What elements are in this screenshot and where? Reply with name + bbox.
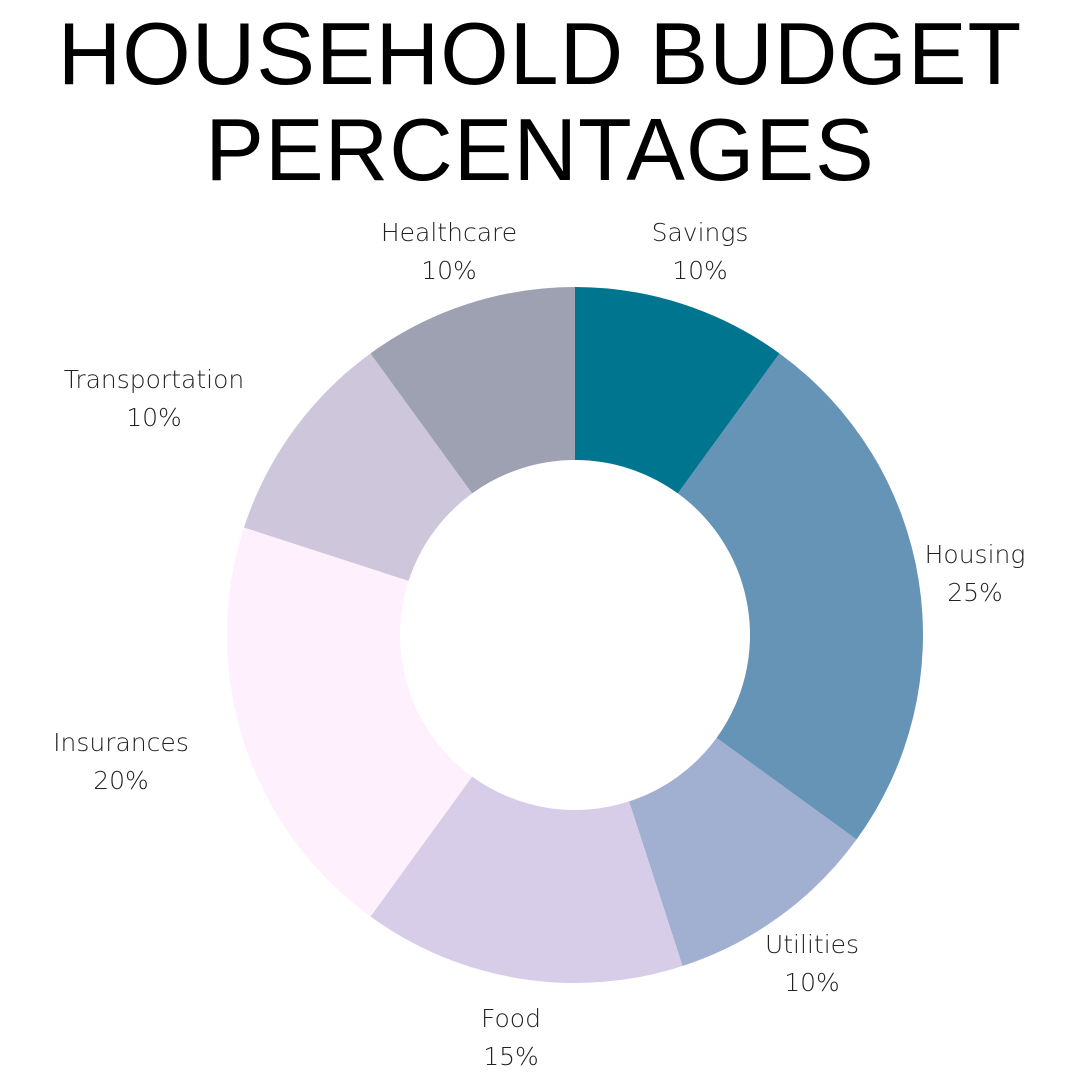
slice-label-transportation: Transportation 10% (64, 365, 245, 432)
percent-label: 10% (784, 968, 840, 997)
slice-utilities (629, 737, 857, 966)
percent-label: 15% (483, 1042, 539, 1071)
category-label: Food (481, 1004, 541, 1033)
chart-title-line-1: HOUSEHOLD BUDGET (57, 4, 1023, 103)
percent-label: 20% (93, 766, 149, 795)
slice-food (370, 776, 683, 983)
slice-label-housing: Housing 25% (925, 540, 1026, 607)
slice-insurances (227, 527, 473, 917)
category-label: Insurances (53, 728, 189, 757)
slice-housing (677, 353, 923, 840)
percent-label: 25% (947, 578, 1003, 607)
percent-label: 10% (421, 256, 477, 285)
slice-label-healthcare: Healthcare 10% (381, 218, 517, 285)
category-label: Savings (652, 218, 749, 247)
slice-label-savings: Savings 10% (652, 218, 749, 285)
category-label: Housing (925, 540, 1026, 569)
slice-healthcare (370, 287, 575, 494)
category-label: Transportation (64, 365, 245, 394)
slice-transportation (244, 353, 473, 581)
slice-label-insurances: Insurances 20% (53, 728, 189, 795)
slice-label-food: Food 15% (481, 1004, 541, 1071)
category-label: Healthcare (381, 218, 517, 247)
category-label: Utilities (765, 930, 859, 959)
slice-savings (575, 287, 780, 494)
slice-label-utilities: Utilities 10% (765, 930, 859, 997)
chart-title-line-2: PERCENTAGES (205, 100, 875, 199)
percent-label: 10% (672, 256, 728, 285)
percent-label: 10% (126, 403, 182, 432)
